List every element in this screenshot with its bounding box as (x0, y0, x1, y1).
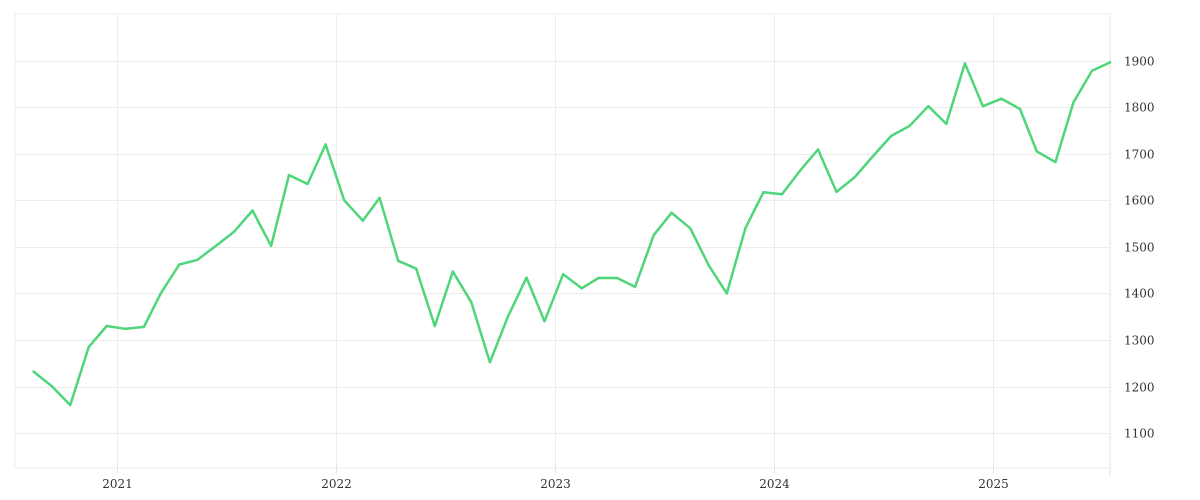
data-point (32, 370, 35, 373)
data-point (324, 143, 327, 146)
x-tick-label: 2021 (102, 477, 133, 491)
data-point (543, 320, 546, 323)
data-point (1000, 97, 1003, 100)
series-layer (32, 61, 1112, 407)
y-tick-label: 1500 (1124, 241, 1155, 255)
data-point (51, 385, 54, 388)
x-tick-label: 2022 (321, 477, 352, 491)
data-point (232, 230, 236, 234)
data-point (1018, 107, 1022, 111)
data-point (652, 234, 655, 237)
data-point (1108, 61, 1112, 64)
y-tick-label: 1300 (1124, 334, 1155, 348)
data-point (451, 270, 454, 273)
y-tick-label: 1900 (1124, 55, 1155, 69)
data-point (561, 273, 565, 276)
data-point (433, 324, 436, 328)
y-tick-label: 1100 (1124, 427, 1155, 441)
data-point (725, 292, 728, 295)
data-point (1035, 150, 1039, 153)
data-point (927, 105, 930, 108)
data-point (415, 267, 418, 270)
data-point (142, 325, 146, 329)
data-point (707, 264, 710, 267)
data-point (762, 191, 765, 194)
data-point (287, 173, 291, 177)
data-point (816, 148, 820, 151)
data-point (670, 211, 673, 214)
x-tick-label: 2023 (540, 477, 571, 491)
data-point (105, 324, 108, 328)
data-point (1072, 101, 1075, 104)
data-point (251, 209, 254, 212)
x-tick-label: 2024 (759, 477, 790, 491)
data-point (799, 168, 802, 172)
y-tick-label: 1200 (1124, 381, 1155, 395)
data-point (853, 176, 856, 179)
data-point (963, 62, 967, 65)
data-point (306, 182, 309, 186)
tick-label-layer: 1100 1200 1300 1400 1500 1600 1700 1800 1900 2021… (102, 55, 1154, 492)
data-point (871, 154, 875, 158)
data-point (835, 190, 838, 194)
data-point (580, 287, 583, 290)
data-point (908, 124, 911, 128)
x-tick-label: 2025 (978, 477, 1009, 491)
series-line (32, 61, 1112, 407)
data-point (780, 193, 784, 196)
grid-layer (14, 13, 1110, 469)
data-point (69, 403, 72, 407)
y-tick-label: 1600 (1124, 194, 1155, 208)
data-point (633, 285, 637, 289)
data-point (981, 105, 985, 108)
y-tick-label: 1700 (1124, 148, 1155, 162)
data-point (525, 276, 528, 279)
data-point (178, 263, 181, 266)
data-point (214, 244, 218, 248)
data-point (196, 258, 199, 262)
data-point (269, 244, 273, 248)
data-point (488, 361, 492, 364)
data-point (361, 219, 364, 222)
data-point (945, 122, 948, 126)
data-point (124, 327, 127, 330)
axis-layer (117, 14, 1111, 476)
data-point (506, 315, 510, 318)
data-point (1054, 160, 1057, 164)
data-point (744, 227, 747, 230)
data-point (689, 227, 692, 230)
data-point (87, 345, 91, 349)
data-point (889, 134, 893, 138)
data-point (378, 196, 381, 200)
data-point (615, 276, 619, 280)
y-tick-label: 1800 (1124, 101, 1155, 115)
data-point (343, 199, 346, 202)
y-tick-label: 1400 (1124, 287, 1155, 301)
data-point (159, 292, 162, 295)
data-point (1090, 69, 1094, 73)
data-point (470, 301, 473, 304)
data-point (597, 276, 600, 280)
data-point (397, 259, 400, 262)
